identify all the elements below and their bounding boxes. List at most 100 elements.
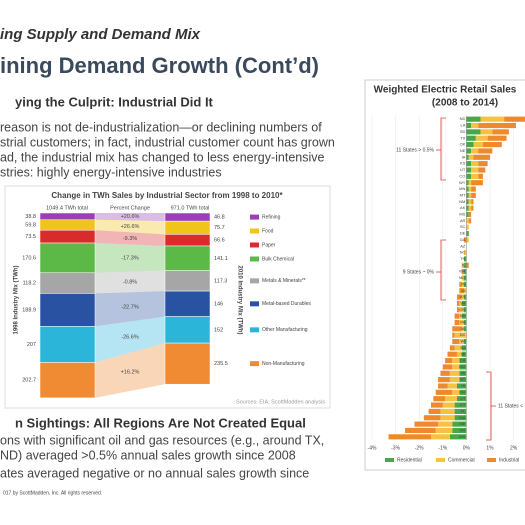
bar-segment [471, 186, 476, 192]
bar-segment [454, 345, 462, 351]
bar-segment [475, 135, 488, 141]
legend-swatch [250, 242, 259, 248]
chart-subtitle: (2008 to 2014) [432, 98, 498, 109]
annotation: 9 States ~ 0% [403, 269, 435, 275]
legend-label: Residential [397, 457, 422, 463]
bar-segment [445, 396, 457, 402]
value-label: 66.6 [214, 238, 225, 244]
value-label: 170.6 [22, 255, 36, 261]
bar-segment [464, 275, 467, 281]
bar-1998 [39, 293, 96, 327]
bar-segment [461, 262, 465, 268]
y-tick-label: SC [460, 224, 466, 229]
bar-segment [492, 129, 509, 135]
bar-segment [466, 237, 469, 243]
bar-1998 [39, 219, 96, 231]
y-tick-label: ID [461, 288, 465, 293]
bar-segment [459, 281, 462, 287]
bar-segment [466, 180, 469, 186]
value-label: 73.5 [25, 234, 36, 240]
bar-segment [461, 345, 467, 351]
bar-2010 [164, 342, 211, 385]
bar-1998 [39, 362, 96, 399]
y-tick-label: NE [460, 148, 466, 153]
y-tick-label: AR [460, 218, 466, 223]
y-tick-label: AK [460, 205, 466, 210]
y-tick-label: WV [459, 434, 466, 439]
y-tick-label: DE [460, 231, 466, 236]
body-text: stries: highly energy-intensive industri… [0, 165, 222, 179]
bar-segment [464, 326, 467, 332]
legend-swatch [487, 458, 496, 462]
y-tick-label: DC [460, 332, 466, 337]
bar-segment [459, 307, 465, 313]
y-tick-label: WI [461, 339, 466, 344]
bar-segment [473, 142, 483, 148]
value-label: 146 [214, 301, 223, 307]
bar-segment [440, 415, 455, 421]
bar-segment [438, 383, 448, 389]
bar-segment [456, 307, 460, 313]
bar-segment [471, 180, 483, 186]
percent-label: -9.3% [123, 236, 137, 242]
bar-segment [442, 364, 453, 370]
y-tick-label: LA [460, 123, 465, 128]
bar-segment [405, 427, 436, 434]
legend-label: Bulk Chemical [262, 256, 294, 262]
bar-segment [466, 167, 472, 173]
bar-segment [473, 154, 490, 160]
bar-2010 [164, 290, 211, 317]
bar-segment [449, 370, 460, 376]
x-tick-label: 2% [510, 445, 518, 451]
bar-segment [466, 142, 474, 148]
bar-segment [464, 294, 467, 300]
legend-label: Commercial [448, 457, 475, 463]
y-tick-label: IN [461, 281, 465, 286]
bar-segment [435, 427, 453, 434]
bar-segment [466, 230, 469, 237]
source: Sources: EIA; ScottMadden analysis [236, 399, 325, 405]
y-tick-label: PA [460, 320, 465, 325]
bar-segment [468, 180, 472, 186]
bar-segment [468, 186, 472, 192]
axis-label: 1998 Industry Mix (TWh) [14, 265, 20, 334]
y-tick-label: GA [460, 237, 466, 242]
y-tick-label: NM [459, 199, 465, 204]
bar-segment [478, 173, 483, 179]
axis-label: 2010 Industry Mix (TWh) [236, 265, 242, 334]
kicker: ing Supply and Demand Mix [0, 26, 201, 43]
bar-segment [459, 338, 465, 345]
y-tick-label: VA [460, 300, 465, 305]
bar-segment [466, 154, 469, 160]
bar-segment [471, 122, 479, 129]
bar-segment [452, 421, 467, 427]
x-tick-label: -3% [391, 445, 400, 451]
bar-segment [464, 269, 467, 275]
bar-segment [438, 421, 453, 427]
annotation: 11 States > 0.5% [396, 147, 434, 153]
bar-segment [464, 307, 467, 313]
legend-label: Metals & Minerals** [262, 278, 306, 284]
y-tick-label: NH [460, 428, 466, 433]
y-tick-label: VT [460, 396, 466, 401]
bar-segment [454, 319, 460, 326]
value-label: 235.5 [214, 361, 228, 367]
bar-segment [459, 300, 462, 306]
bar-segment [454, 415, 467, 421]
chart-title: Change in TWh Sales by Industrial Sector… [51, 191, 283, 200]
y-tick-label: FL [461, 408, 466, 413]
bar-segment [464, 319, 467, 326]
bar-segment [459, 313, 462, 319]
y-tick-label: CT [460, 402, 466, 407]
bar-segment [466, 173, 472, 179]
bar-segment [480, 129, 493, 135]
bar-segment [459, 288, 465, 294]
bar-segment [478, 148, 493, 154]
y-tick-label: CA [460, 358, 466, 363]
bar-segment [449, 345, 455, 351]
y-tick-label: WY [459, 180, 466, 185]
bar-segment [445, 358, 453, 364]
bar-segment [388, 434, 431, 440]
y-tick-label: NY [460, 377, 466, 382]
bar-segment [454, 313, 460, 319]
